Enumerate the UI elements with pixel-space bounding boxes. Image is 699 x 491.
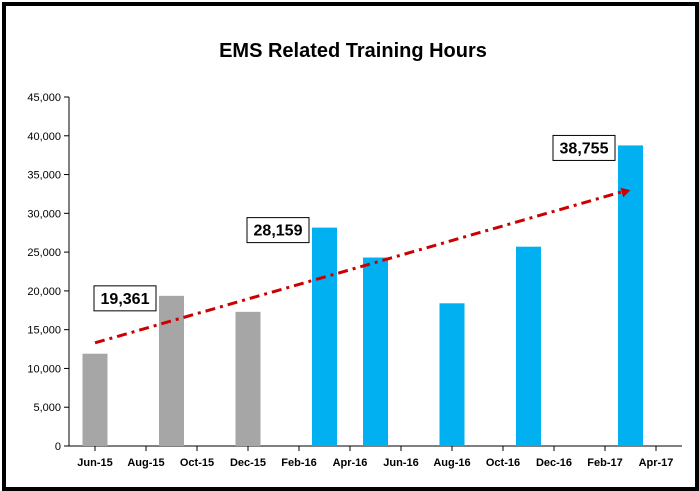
x-tick-label: Dec-15 [230,457,266,469]
x-tick-label: Oct-15 [180,457,214,469]
y-tick-label: 20,000 [27,286,61,298]
chart-title: EMS Related Training Hours [219,40,487,62]
data-label: 38,755 [552,134,616,161]
x-tick-label: Aug-16 [433,457,470,469]
bar [235,311,261,446]
bar [439,303,465,446]
bar [363,257,388,446]
y-axis: 0 5,000 10,000 15,000 20,000 25,000 30,000 35,0… [27,92,70,453]
data-label: 28,159 [246,217,310,244]
bars [82,145,643,446]
x-tick-label: Oct-16 [486,457,520,469]
x-tick-label: Feb-17 [587,457,622,469]
x-tick-label: Jun-15 [77,457,112,469]
bar [82,353,108,446]
y-tick-label: 40,000 [27,131,61,143]
data-label: 19,361 [93,285,157,312]
bar [312,227,337,446]
y-tick-label: 10,000 [27,363,61,375]
y-tick-label: 15,000 [27,325,61,337]
x-tick-label: Jun-16 [383,457,418,469]
x-tick-label: Aug-15 [127,457,164,469]
x-tick-label: Feb-16 [281,457,316,469]
y-tick-label: 0 [55,441,61,453]
x-tick-label: Apr-16 [333,457,368,469]
data-label-box [552,134,616,161]
y-tick-label: 45,000 [27,92,61,104]
bar [159,295,184,446]
trendline [94,187,631,345]
x-tick-label: Apr-17 [639,457,674,469]
y-tick-label: 5,000 [33,402,61,414]
data-label-text: 28,159 [254,223,303,240]
data-label-text: 19,361 [101,291,150,308]
bar-chart: EMS Related Training Hours 0 5,000 10,000 1… [27,40,682,469]
y-tick-label: 35,000 [27,170,61,182]
y-tick-label: 25,000 [27,247,61,259]
y-tick-label: 30,000 [27,208,61,220]
data-label-text: 38,755 [560,140,609,157]
trendline-path [94,189,625,345]
x-tick-label: Dec-16 [536,457,572,469]
data-label-box [93,285,157,312]
data-label-box [246,217,310,244]
bar [516,246,541,446]
bar [618,145,643,446]
trendline-arrowhead [620,187,631,198]
x-axis: Jun-15 Aug-15 Oct-15 Dec-15 Feb-16 Apr-16 Jun-… [69,445,682,469]
data-labels: 19,361 28,159 38,755 [93,134,616,312]
